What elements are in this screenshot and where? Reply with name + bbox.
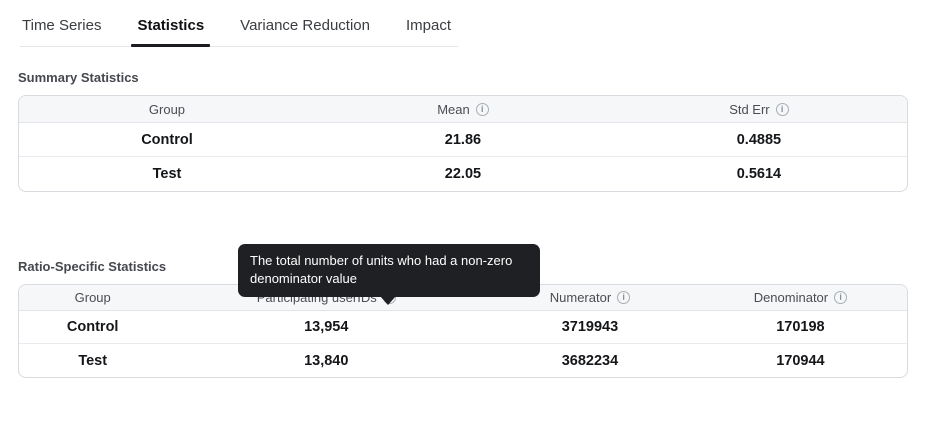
table-cell-participating-userids: 13,840	[304, 352, 349, 369]
column-header-mean-label: Mean	[437, 101, 470, 117]
table-cell-mean: 22.05	[444, 166, 482, 182]
table-cell-numerator: 3682234	[561, 352, 619, 369]
column-header-group-label: Group	[74, 290, 111, 305]
column-header-denominator: Denominator i	[694, 290, 907, 305]
table-cell-group: Test	[78, 352, 108, 369]
table-cell-numerator: 3719943	[561, 319, 619, 335]
column-header-mean: Mean i	[315, 102, 611, 117]
summary-statistics-title: Summary Statistics	[18, 70, 139, 85]
table-row: Control 13,954 3719943 170198	[19, 311, 907, 344]
ratio-specific-statistics-title: Ratio-Specific Statistics	[18, 259, 167, 274]
table-cell-std-err: 0.5614	[736, 166, 782, 182]
mean-info-icon[interactable]: i	[475, 102, 489, 116]
numerator-info-icon[interactable]: i	[617, 291, 631, 304]
table-cell-mean: 21.86	[444, 131, 482, 148]
tooltip: The total number of units who had a non-…	[238, 244, 540, 305]
ratio-table-header-row: Group Participating userIDs i Numerator …	[19, 285, 907, 311]
denominator-info-icon[interactable]: i	[834, 291, 848, 304]
tab-variance-reduction[interactable]: Variance Reduction	[240, 17, 370, 34]
summary-table-header-row: Group Mean i Std Err i	[19, 96, 907, 123]
ratio-specific-statistics-table: Group Participating userIDs i Numerator …	[18, 284, 908, 378]
table-row: Control 21.86 0.4885	[19, 123, 907, 157]
column-header-group: Group	[19, 290, 166, 305]
table-cell-denominator: 170944	[776, 352, 825, 369]
column-header-std-err: Std Err i	[611, 102, 907, 117]
tooltip-text: The total number of units who had a non-…	[250, 253, 513, 287]
table-row: Test 22.05 0.5614	[19, 157, 907, 191]
table-cell-denominator: 170198	[776, 319, 825, 335]
table-cell-group: Test	[152, 166, 182, 182]
column-header-group: Group	[19, 102, 315, 117]
tab-bar: Time Series Statistics Variance Reductio…	[20, 14, 458, 47]
tab-statistics[interactable]: Statistics	[131, 14, 210, 47]
tab-time-series[interactable]: Time Series	[22, 17, 102, 34]
table-row: Test 13,840 3682234 170944	[19, 344, 907, 377]
table-cell-std-err: 0.4885	[736, 131, 782, 148]
column-header-numerator-label: Numerator	[549, 290, 612, 305]
table-cell-participating-userids: 13,954	[304, 319, 349, 335]
column-header-numerator: Numerator i	[486, 290, 694, 305]
table-cell-group: Control	[141, 131, 193, 148]
column-header-group-label: Group	[148, 101, 186, 117]
column-header-std-err-label: Std Err	[729, 101, 770, 117]
tab-impact[interactable]: Impact	[405, 17, 451, 34]
column-header-denominator-label: Denominator	[753, 290, 829, 305]
summary-statistics-table: Group Mean i Std Err i Control 21.86 0.4…	[18, 95, 908, 192]
std-err-info-icon[interactable]: i	[775, 102, 789, 116]
table-cell-group: Control	[66, 319, 119, 335]
